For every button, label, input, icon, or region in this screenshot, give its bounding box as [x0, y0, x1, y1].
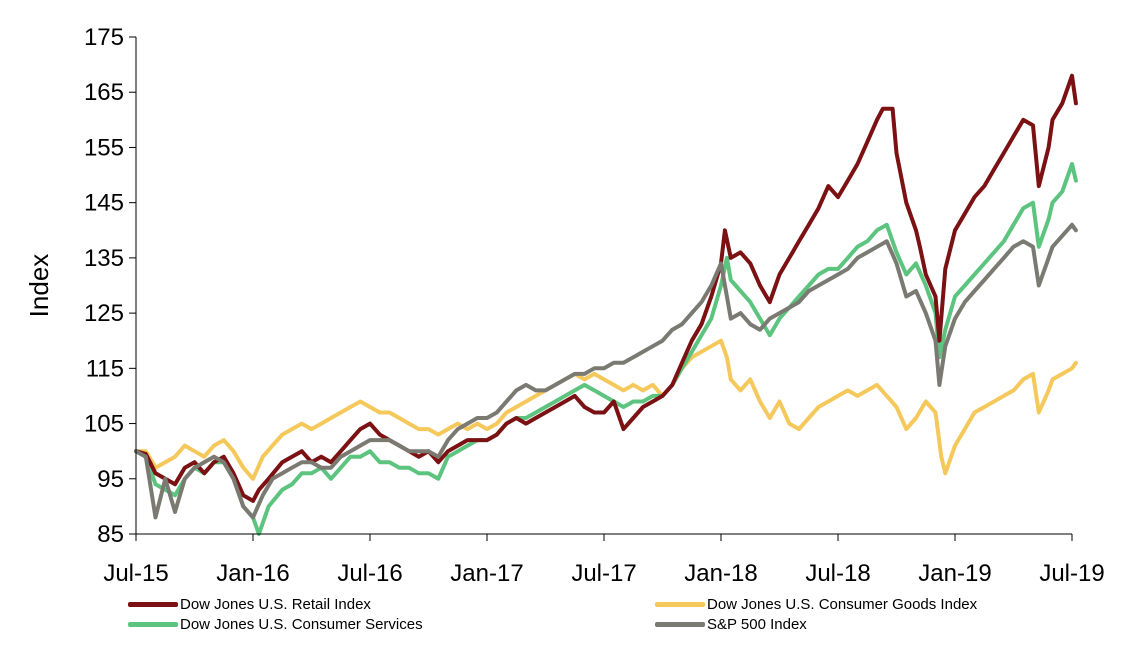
x-tick-label: Jan-19 [918, 560, 991, 587]
x-tick-label: Jan-17 [450, 560, 523, 587]
series-line-sp500 [134, 222, 1078, 520]
y-ticks: 85 95 105 115 125 135 145 155 165 175 [84, 24, 136, 548]
legend-label-retail: Dow Jones U.S. Retail Index [180, 595, 371, 613]
legend-swatch-consumer-services [128, 621, 178, 627]
y-tick-label: 85 [97, 521, 124, 548]
y-tick-label: 175 [84, 24, 124, 51]
y-tick-label: 135 [84, 245, 124, 272]
x-tick-label: Jul-16 [337, 560, 402, 587]
x-tick-label: Jul-19 [1039, 560, 1104, 587]
series-line-consumer-goods [134, 338, 1078, 481]
legend-swatch-consumer-goods [655, 601, 705, 607]
x-tick-label: Jul-18 [805, 560, 870, 587]
series-layer [134, 73, 1078, 536]
line-chart: 85 95 105 115 125 135 145 155 165 175 Jul-15 Jan-1… [24, 24, 1105, 587]
y-axis-label: Index [24, 254, 54, 318]
x-tick-label: Jul-15 [103, 560, 168, 587]
legend-label-consumer-services: Dow Jones U.S. Consumer Services [180, 615, 423, 633]
y-tick-label: 155 [84, 134, 124, 161]
legend-swatch-sp500 [655, 621, 705, 627]
legend-item-consumer-services: Dow Jones U.S. Consumer Services [128, 614, 423, 634]
y-tick-label: 95 [97, 466, 124, 493]
chart-legend: Dow Jones U.S. Retail Index Dow Jones U.… [0, 592, 1146, 642]
y-tick-label: 165 [84, 79, 124, 106]
legend-swatch-retail [128, 601, 178, 607]
y-tick-label: 145 [84, 190, 124, 217]
legend-item-consumer-goods: Dow Jones U.S. Consumer Goods Index [655, 594, 977, 614]
legend-label-sp500: S&P 500 Index [707, 615, 807, 633]
legend-item-retail: Dow Jones U.S. Retail Index [128, 594, 371, 614]
legend-label-consumer-goods: Dow Jones U.S. Consumer Goods Index [707, 595, 978, 613]
legend-item-sp500: S&P 500 Index [655, 614, 807, 634]
y-tick-label: 115 [86, 355, 124, 382]
y-tick-label: 105 [84, 411, 124, 438]
x-ticks: Jul-15 Jan-16 Jul-16 Jan-17 Jul-17 Jan-18 Jul-… [103, 534, 1105, 587]
x-tick-label: Jul-17 [571, 560, 636, 587]
x-tick-label: Jan-16 [216, 560, 289, 587]
y-tick-label: 125 [84, 300, 124, 327]
x-tick-label: Jan-18 [684, 560, 757, 587]
series-line-retail [134, 73, 1078, 503]
